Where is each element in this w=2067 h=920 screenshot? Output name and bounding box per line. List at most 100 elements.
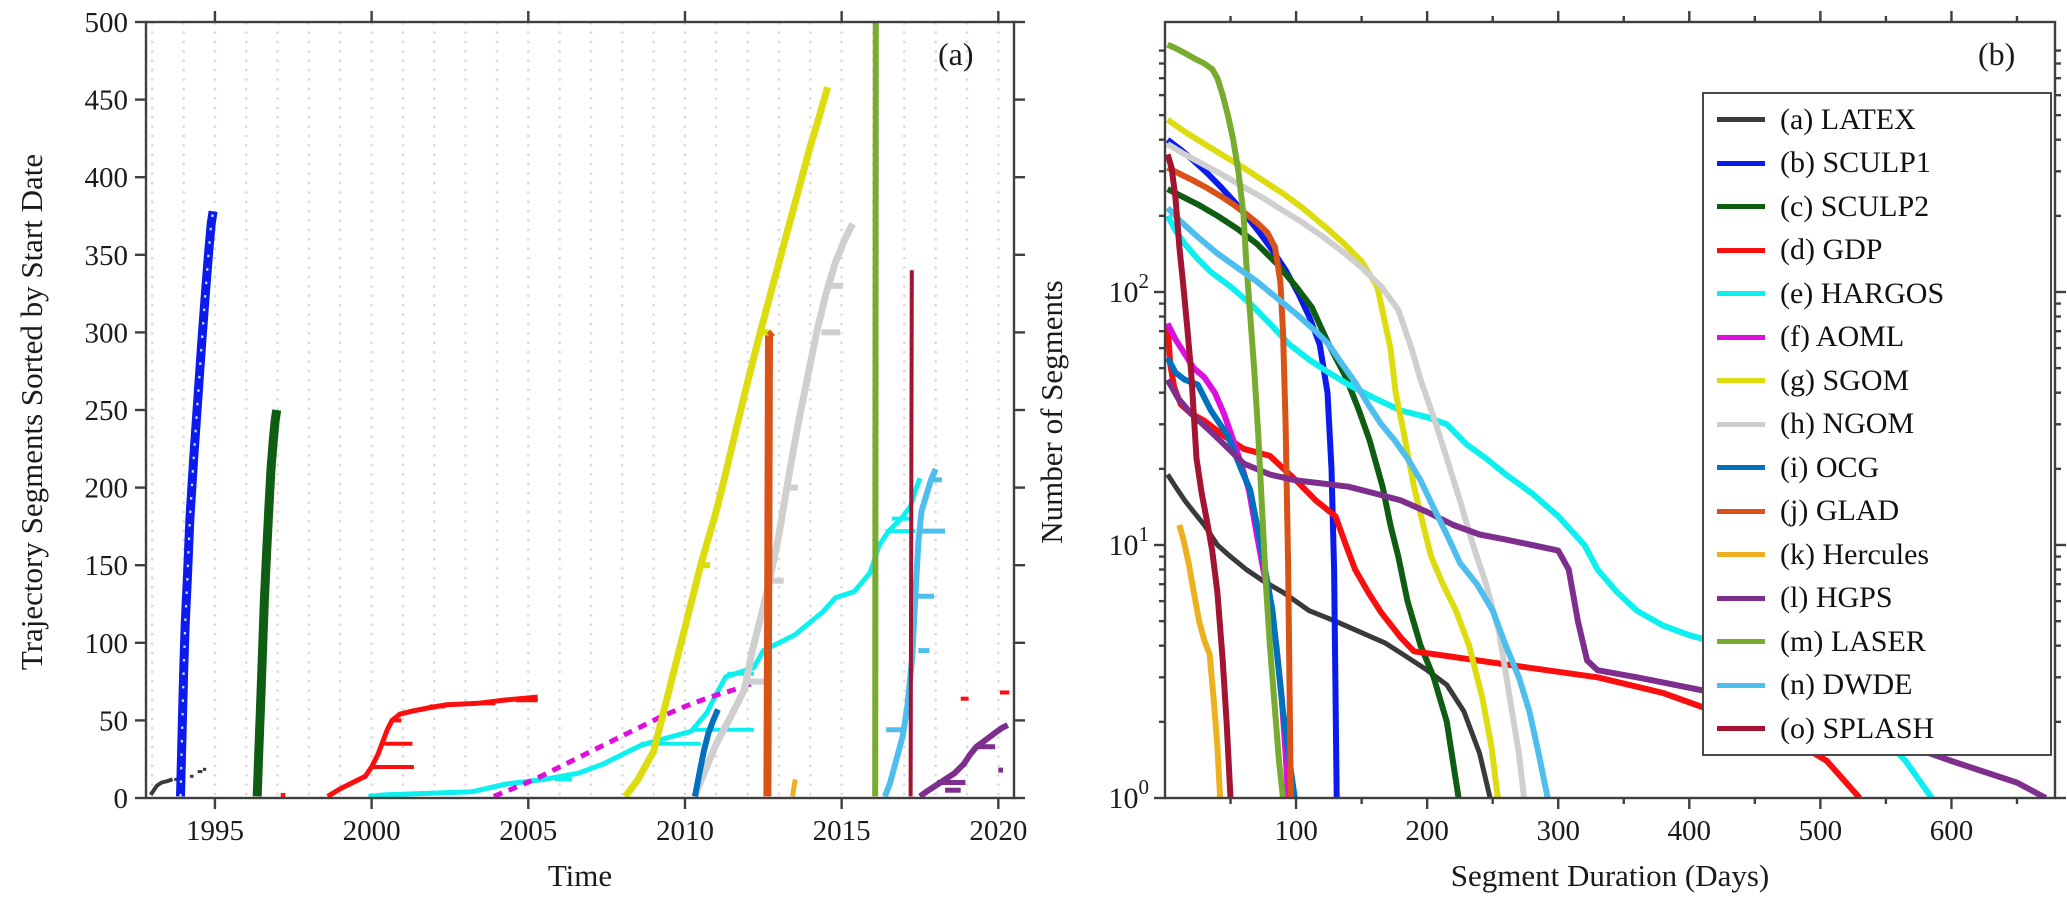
svg-text:200: 200 [1405, 815, 1449, 847]
svg-text:2015: 2015 [813, 815, 871, 847]
legend-entry-label: (f) AOML [1780, 320, 1905, 354]
svg-text:50: 50 [99, 705, 128, 737]
legend-entry-label: (k) Hercules [1780, 537, 1930, 571]
panel-a-series-aoml [492, 679, 758, 798]
legend-entry-label: (n) DWDE [1780, 668, 1913, 702]
ticks-and-labels: 1995 2000 2005 2010 2015 2020 0 50 100 150 200 250 3… [85, 7, 2066, 847]
legend-line-sample [1717, 552, 1765, 558]
panel-b-frame [1163, 20, 2057, 800]
legend-line-sample [1717, 639, 1765, 645]
legend-line-sample [1717, 291, 1765, 297]
svg-text:2020: 2020 [969, 815, 1027, 847]
legend-entry-hercules: (k) Hercules [1704, 533, 2050, 577]
svg-text:100: 100 [85, 628, 129, 660]
legend-entry-sgom: (g) SGOM [1704, 359, 2050, 403]
panel-b-series-sculp1 [1165, 137, 1340, 798]
legend-entry-label: (j) GLAD [1780, 494, 1900, 528]
panel-a-series-hgps [918, 722, 1010, 798]
legend-entry-label: (h) NGOM [1780, 407, 1915, 441]
panel-a-gridlines [151, 22, 1000, 798]
panel-a-xlabel: Time [547, 858, 613, 893]
legend-line-sample [1717, 595, 1765, 601]
legend-entry-gdp: (d) GDP [1704, 229, 2050, 273]
panel-b-series-sculp2 [1166, 186, 1462, 798]
panel-a-series-dwde [882, 467, 946, 798]
legend-line-sample [1717, 334, 1765, 340]
panel-b-series-latex [1165, 473, 1493, 798]
svg-text:100: 100 [1274, 815, 1318, 847]
panel-a-series-laser [872, 22, 879, 797]
svg-text:1995: 1995 [186, 815, 244, 847]
svg-text:500: 500 [85, 7, 129, 39]
legend-entry-ngom: (h) NGOM [1704, 403, 2050, 447]
svg-text:150: 150 [85, 550, 129, 582]
svg-text:101: 101 [1109, 522, 1150, 562]
legend-entry-laser: (m) LASER [1704, 620, 2050, 664]
legend-entry-label: (e) HARGOS [1780, 276, 1945, 310]
panel-a-series-sculp2 [252, 409, 282, 797]
legend-line-sample [1717, 117, 1765, 123]
legend-line-sample [1717, 465, 1765, 471]
legend-entry-label: (o) SPLASH [1780, 711, 1935, 745]
legend-entry-sculp2: (c) SCULP2 [1704, 185, 2050, 229]
svg-text:100: 100 [1109, 775, 1150, 815]
legend-line-sample [1717, 508, 1765, 514]
legend-entry-label: (i) OCG [1780, 450, 1880, 484]
svg-text:200: 200 [85, 473, 129, 505]
svg-text:300: 300 [85, 317, 129, 349]
panel-a-tag: (a) [938, 36, 974, 72]
panel-a-series-hargos [368, 477, 923, 798]
legend-entry-splash: (o) SPLASH [1704, 707, 2050, 751]
legend-entry-hargos: (e) HARGOS [1704, 272, 2050, 316]
legend-entry-label: (a) LATEX [1780, 102, 1916, 136]
svg-text:2010: 2010 [656, 815, 714, 847]
panel-b-tag: (b) [1978, 36, 2016, 72]
legend-entry-label: (l) HGPS [1780, 581, 1893, 615]
svg-text:350: 350 [85, 240, 129, 272]
panel-b-series-splash [1165, 153, 1234, 798]
legend-line-sample [1717, 204, 1765, 210]
legend-line-sample [1717, 247, 1765, 253]
panel-b-series-laser [1166, 41, 1286, 798]
svg-text:600: 600 [1930, 815, 1974, 847]
legend-entry-dwde: (n) DWDE [1704, 664, 2050, 708]
legend-entry-aoml: (f) AOML [1704, 316, 2050, 360]
legend-line-sample [1717, 378, 1765, 384]
legend-entry-label: (g) SGOM [1780, 363, 1910, 397]
svg-text:400: 400 [1668, 815, 1712, 847]
legend-line-sample [1717, 682, 1765, 688]
svg-text:2005: 2005 [499, 815, 557, 847]
panel-a-series-hercules [790, 778, 798, 797]
legend-entry-label: (c) SCULP2 [1780, 189, 1930, 223]
svg-text:400: 400 [85, 162, 129, 194]
legend-entry-label: (m) LASER [1780, 624, 1926, 658]
legend-line-sample [1717, 726, 1765, 732]
legend-entry-label: (b) SCULP1 [1780, 146, 1931, 180]
svg-text:450: 450 [85, 85, 129, 117]
panel-a-series-sculp1 [176, 210, 218, 797]
svg-text:300: 300 [1536, 815, 1580, 847]
legend-entry-sculp1: (b) SCULP1 [1704, 142, 2050, 186]
panel-b-series-dwde [1165, 205, 1551, 798]
legend-entry-hgps: (l) HGPS [1704, 577, 2050, 621]
svg-text:500: 500 [1799, 815, 1843, 847]
legend-entry-ocg: (i) OCG [1704, 446, 2050, 490]
panel-a-ylabel: Trajectory Segments Sorted by Start Date [14, 153, 49, 671]
legend-entry-latex: (a) LATEX [1704, 98, 2050, 142]
legend-entry-label: (d) GDP [1780, 233, 1883, 267]
legend-entry-glad: (j) GLAD [1704, 490, 2050, 534]
panel-b-ylabel: Number of Segments [1034, 280, 1069, 544]
panel-b-series-glad [1166, 165, 1294, 798]
panel-a-series-gdp [280, 690, 1010, 798]
legend-line-sample [1717, 160, 1765, 166]
legend: (a) LATEX (b) SCULP1 (c) SCULP2 (d) GDP (e) … [1702, 92, 2052, 756]
svg-text:2000: 2000 [343, 815, 401, 847]
panel-b-xlabel: Segment Duration (Days) [1450, 858, 1770, 893]
panel-a-series-glad [763, 329, 775, 797]
svg-text:250: 250 [85, 395, 129, 427]
legend-line-sample [1717, 421, 1765, 427]
panel-a-series-splash [908, 270, 914, 797]
panel-b-series-hercules [1176, 524, 1224, 798]
